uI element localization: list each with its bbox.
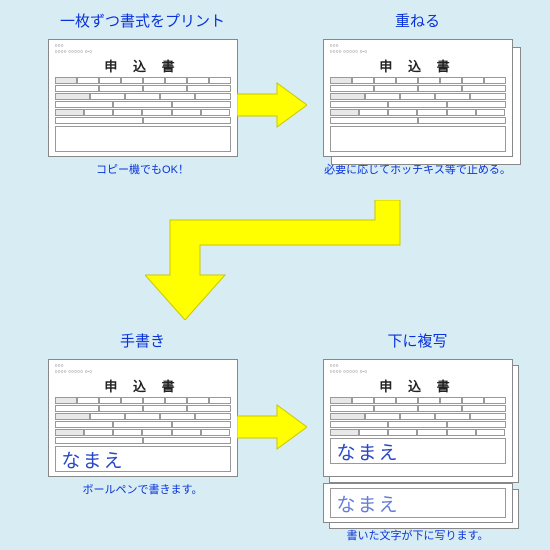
step-caption: ボールペンで書きます。 [30,481,255,497]
arrow-down-left [145,200,405,320]
form-header: ○○○○○○○ ○○○○○ ○-○ [55,44,231,55]
form-copy-stack: ○○○申 込 書 ○○○○○○○ ○○○○○ ○-○ 申 込 書 なまえ なまえ [323,359,513,523]
form-title: 申 込 書 [55,56,231,75]
step-caption: 書いた文字が下に写ります。 [305,527,530,543]
step-copy: 下に複写 ○○○申 込 書 ○○○○○○○ ○○○○○ ○-○ 申 込 書 なま… [305,330,530,543]
handwriting: なまえ [62,446,125,473]
step-print: 一枚ずつ書式をプリント ○○○○○○○ ○○○○○ ○-○ 申 込 書 コピー機… [30,10,255,177]
form-single: ○○○○○○○ ○○○○○ ○-○ 申 込 書 [48,39,238,157]
arrow-right-2 [237,402,307,452]
copied-handwriting: なまえ [337,490,400,517]
step-title: 重ねる [305,10,530,31]
application-form-bottom: なまえ [323,483,513,523]
step-title: 下に複写 [305,330,530,351]
name-field [55,126,231,152]
application-form: ○○○○○○○ ○○○○○ ○-○ 申 込 書 なまえ [48,359,238,477]
arrow-right-1 [237,80,307,130]
step-caption: コピー機でもOK！ [30,161,255,177]
step-stack: 重ねる ○○○○○○○ 申 込 書 ○○○○○○○ ○○○○○ ○-○ 申 込 … [305,10,530,177]
step-title: 手書き [30,330,255,351]
step-title: 一枚ずつ書式をプリント [30,10,255,31]
form-handwritten: ○○○○○○○ ○○○○○ ○-○ 申 込 書 なまえ [48,359,238,477]
application-form-top: ○○○○○○○ ○○○○○ ○-○ 申 込 書 なまえ [323,359,513,477]
application-form-front: ○○○○○○○ ○○○○○ ○-○ 申 込 書 [323,39,513,157]
form-stacked: ○○○○○○○ 申 込 書 ○○○○○○○ ○○○○○ ○-○ 申 込 書 [323,39,513,157]
step-handwrite: 手書き ○○○○○○○ ○○○○○ ○-○ 申 込 書 なまえ ボールペンで書き… [30,330,255,497]
application-form: ○○○○○○○ ○○○○○ ○-○ 申 込 書 [48,39,238,157]
